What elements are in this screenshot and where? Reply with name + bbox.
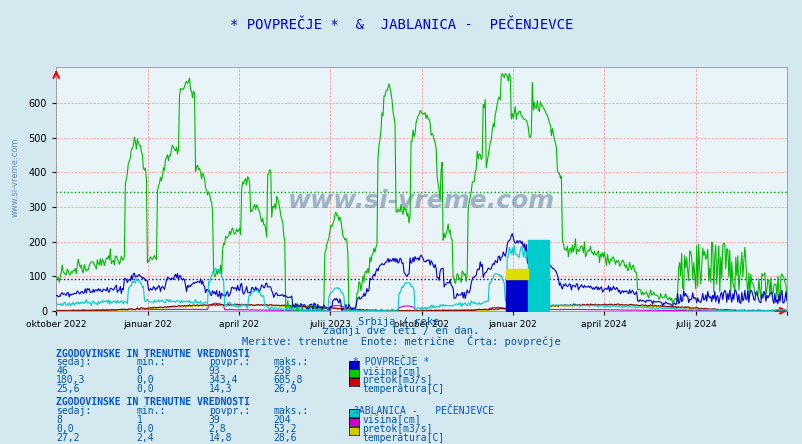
- Text: * POVPREČJE *  &  JABLANICA -  PEČENJEVCE: * POVPREČJE * & JABLANICA - PEČENJEVCE: [229, 18, 573, 32]
- Text: povpr.:: povpr.:: [209, 357, 249, 368]
- Text: Meritve: trenutne  Enote: metrične  Črta: povprečje: Meritve: trenutne Enote: metrične Črta: …: [242, 335, 560, 347]
- Text: 53,2: 53,2: [273, 424, 296, 434]
- Text: 238: 238: [273, 366, 290, 377]
- Text: * POVPREČJE *: * POVPREČJE *: [353, 357, 429, 368]
- Text: višina[cm]: višina[cm]: [362, 366, 420, 377]
- Text: pretok[m3/s]: pretok[m3/s]: [362, 375, 432, 385]
- Text: 2,4: 2,4: [136, 433, 154, 443]
- Text: 39: 39: [209, 415, 221, 425]
- Text: 0,0: 0,0: [136, 375, 154, 385]
- Text: 27,2: 27,2: [56, 433, 79, 443]
- Text: maks.:: maks.:: [273, 357, 308, 368]
- Text: 2,8: 2,8: [209, 424, 226, 434]
- Text: 46: 46: [56, 366, 68, 377]
- Text: 93: 93: [209, 366, 221, 377]
- Text: 25,6: 25,6: [56, 384, 79, 394]
- Text: 343,4: 343,4: [209, 375, 238, 385]
- Text: ZGODOVINSKE IN TRENUTNE VREDNOSTI: ZGODOVINSKE IN TRENUTNE VREDNOSTI: [56, 397, 249, 408]
- Text: sedaj:: sedaj:: [56, 357, 91, 368]
- Text: sedaj:: sedaj:: [56, 406, 91, 416]
- Text: višina[cm]: višina[cm]: [362, 415, 420, 425]
- Text: 204: 204: [273, 415, 290, 425]
- Text: Srbija / reke.: Srbija / reke.: [358, 317, 444, 328]
- Text: 14,8: 14,8: [209, 433, 232, 443]
- Text: 8: 8: [56, 415, 62, 425]
- Text: 0: 0: [136, 366, 142, 377]
- Text: min.:: min.:: [136, 406, 166, 416]
- Text: povpr.:: povpr.:: [209, 406, 249, 416]
- Text: 0,0: 0,0: [136, 384, 154, 394]
- Text: maks.:: maks.:: [273, 406, 308, 416]
- Text: temperatura[C]: temperatura[C]: [362, 384, 444, 394]
- Text: 1: 1: [136, 415, 142, 425]
- Text: www.si-vreme.com: www.si-vreme.com: [10, 138, 19, 218]
- Text: temperatura[C]: temperatura[C]: [362, 433, 444, 443]
- Text: www.si-vreme.com: www.si-vreme.com: [288, 189, 554, 213]
- Text: 0,0: 0,0: [136, 424, 154, 434]
- Text: ZGODOVINSKE IN TRENUTNE VREDNOSTI: ZGODOVINSKE IN TRENUTNE VREDNOSTI: [56, 349, 249, 359]
- Text: 26,9: 26,9: [273, 384, 296, 394]
- Text: pretok[m3/s]: pretok[m3/s]: [362, 424, 432, 434]
- Text: JABLANICA -   PEČENJEVCE: JABLANICA - PEČENJEVCE: [353, 406, 494, 416]
- Text: 0,0: 0,0: [56, 424, 74, 434]
- Text: 28,6: 28,6: [273, 433, 296, 443]
- Text: min.:: min.:: [136, 357, 166, 368]
- Text: 14,3: 14,3: [209, 384, 232, 394]
- Text: zadnji dve leti / en dan.: zadnji dve leti / en dan.: [323, 326, 479, 337]
- Text: 180,3: 180,3: [56, 375, 86, 385]
- Text: 685,8: 685,8: [273, 375, 302, 385]
